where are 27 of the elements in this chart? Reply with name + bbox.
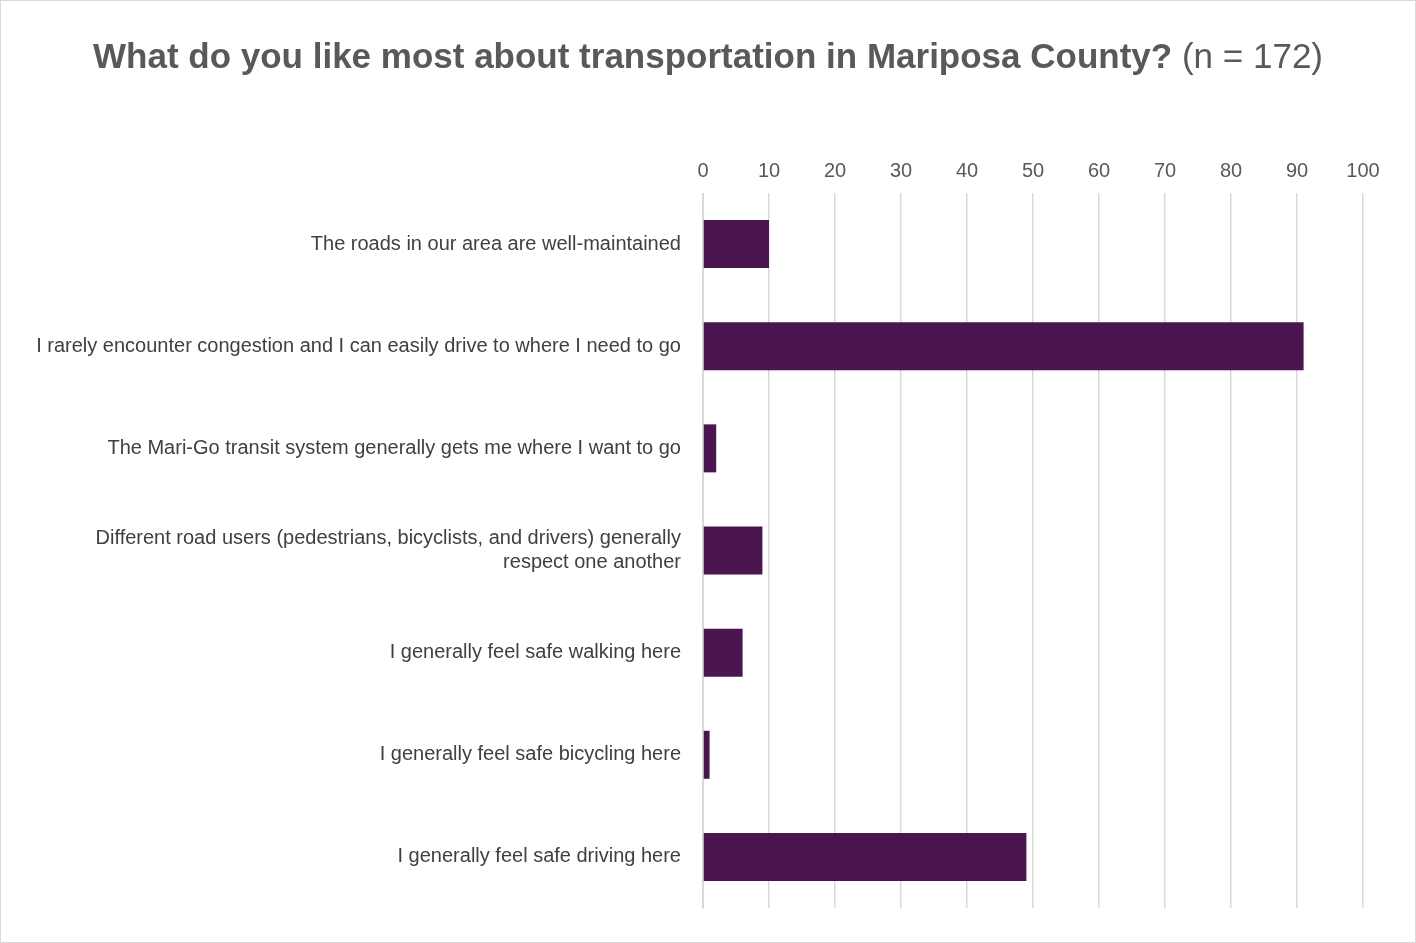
bar [703, 322, 1304, 371]
bar [703, 424, 717, 473]
x-tick-label: 90 [1285, 158, 1309, 181]
x-tick-label: 50 [1021, 158, 1045, 181]
x-tick-label: 60 [1087, 158, 1111, 181]
y-tick-label: I rarely encounter congestion and I can easily drive to where I need to go [36, 333, 681, 356]
x-tick-label: 100 [1346, 158, 1380, 181]
chart-title: What do you like most about transportation in Mariposa County? [93, 36, 1173, 75]
x-tick-label: 40 [955, 158, 979, 181]
bar [703, 526, 763, 575]
y-tick-label: I generally feel safe driving here [397, 844, 681, 867]
x-tick-label: 10 [757, 158, 781, 181]
x-tick-label: 70 [1153, 158, 1177, 181]
x-tick-label: 30 [889, 158, 913, 181]
bar [703, 832, 1027, 881]
y-tick-label: I generally feel safe walking here [389, 640, 681, 663]
bar [703, 220, 769, 269]
y-tick-label: The roads in our area are well-maintained [310, 231, 681, 254]
y-tick-label: Different road users (pedestrians, bicyclists, and drivers) generally respect one another [95, 526, 682, 573]
chart-subtitle: (n = 172) [1181, 36, 1323, 75]
bar [703, 730, 710, 779]
y-tick-label: The Mari-Go transit system generally gets me where I want to go [107, 435, 681, 458]
y-tick-label: I generally feel safe bicycling here [379, 742, 681, 765]
x-tick-label: 0 [697, 158, 709, 181]
x-tick-label: 20 [823, 158, 847, 181]
bar [703, 628, 743, 677]
x-tick-label: 80 [1219, 158, 1243, 181]
